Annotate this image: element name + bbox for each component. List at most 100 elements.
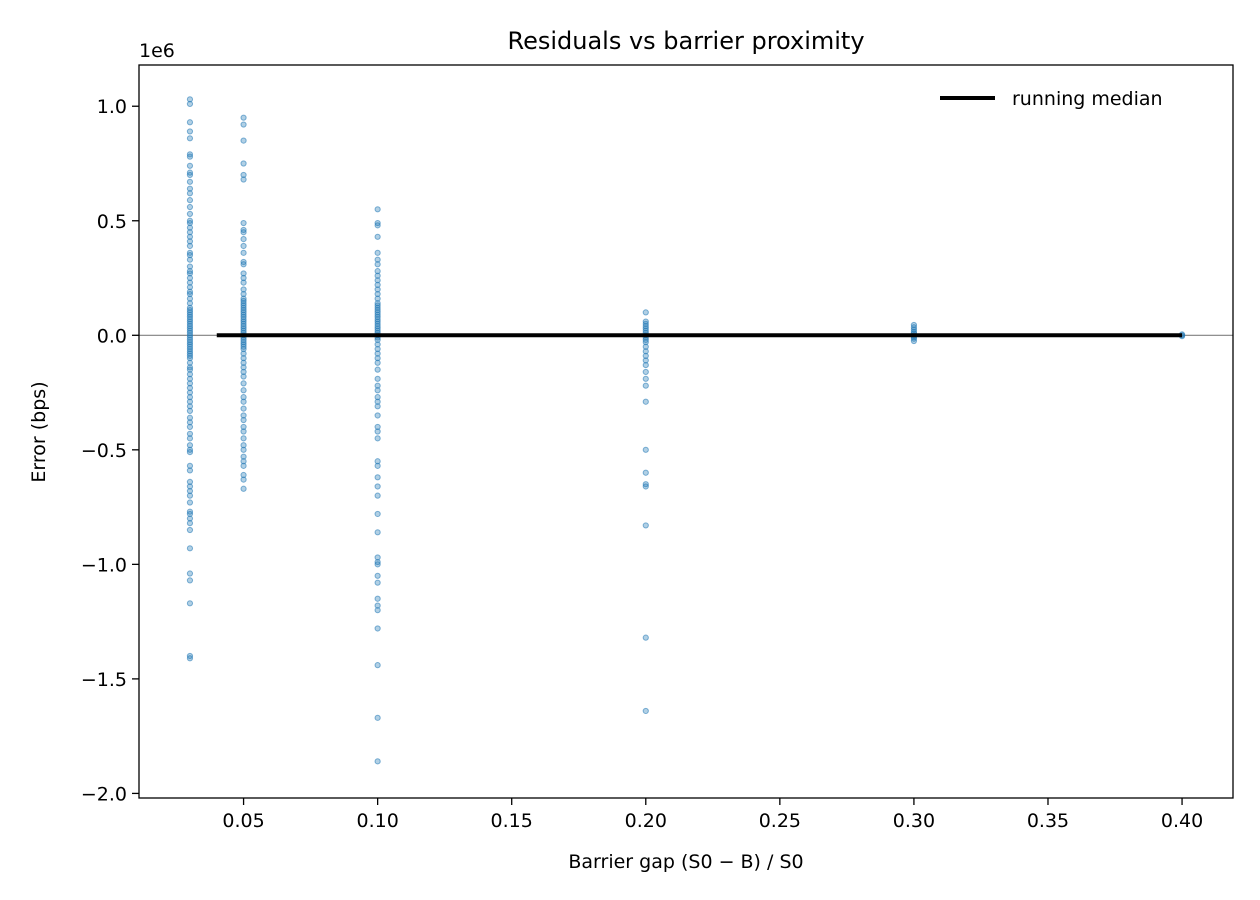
scatter-point: [642, 375, 649, 382]
scatter-point: [186, 153, 194, 160]
scatter-point: [186, 499, 194, 506]
scatter-point: [374, 398, 381, 405]
scatter-point: [186, 295, 194, 302]
y-tick-label: 0.5: [97, 211, 127, 233]
x-tick-label: 0.15: [491, 810, 533, 832]
scatter-point: [374, 714, 381, 721]
scatter-point: [186, 135, 194, 142]
x-tick-label: 0.35: [1027, 810, 1069, 832]
scatter-point: [186, 520, 194, 527]
scatter-point: [240, 235, 247, 243]
scatter-point: [240, 446, 247, 453]
scatter-point: [186, 430, 194, 437]
scatter-point: [240, 442, 247, 449]
scatter-point: [186, 403, 194, 410]
scatter-point: [642, 522, 649, 529]
scatter-point: [374, 572, 381, 579]
scatter-point: [374, 458, 381, 465]
scatter-point: [374, 345, 381, 353]
scatter-point: [186, 263, 194, 270]
scatter-point: [186, 203, 194, 211]
scatter-point: [642, 309, 649, 316]
scatter-point: [374, 412, 381, 419]
scatter-point: [186, 219, 194, 227]
scatter-point: [186, 270, 194, 277]
scatter-point: [186, 210, 194, 217]
scatter-point: [186, 423, 194, 431]
y-tick-label: −2.0: [81, 783, 127, 805]
scatter-point: [374, 366, 381, 373]
scatter-point: [186, 389, 194, 396]
scatter-point: [186, 394, 194, 401]
scatter-point: [186, 359, 194, 366]
scatter-point: [374, 350, 381, 357]
scatter-point: [240, 270, 247, 277]
scatter-point: [240, 387, 247, 394]
scatter-point: [374, 554, 381, 561]
scatter-point: [186, 526, 194, 534]
scatter-point: [374, 607, 381, 614]
scatter-point: [642, 483, 649, 490]
scatter-point: [374, 277, 381, 284]
scatter-point: [642, 634, 649, 641]
scatter-point: [186, 600, 194, 607]
scatter-point: [374, 272, 381, 279]
scatter-point: [374, 222, 381, 229]
plot-area: [139, 96, 1233, 765]
legend: running median: [940, 88, 1163, 110]
y-tick-label: −1.5: [81, 669, 127, 691]
scatter-point: [186, 185, 194, 192]
chart-title: Residuals vs barrier proximity: [507, 27, 864, 55]
scatter-point: [186, 478, 194, 485]
scatter-point: [240, 121, 247, 128]
scatter-point: [240, 279, 247, 286]
scatter-point: [186, 371, 194, 378]
scatter-point: [186, 515, 194, 522]
scatter-point: [240, 398, 247, 405]
scatter-point: [186, 128, 194, 135]
scatter-point: [186, 492, 194, 499]
scatter-point: [186, 545, 194, 552]
scatter-point: [186, 233, 194, 240]
scatter-point: [186, 483, 194, 490]
x-tick-label: 0.40: [1161, 810, 1203, 832]
scatter-point: [374, 359, 381, 366]
scatter-point: [374, 249, 381, 256]
scatter-point: [240, 428, 247, 435]
scatter-point: [374, 435, 381, 442]
scatter-point: [240, 476, 247, 483]
scatter-point: [240, 458, 247, 465]
scatter-point: [642, 398, 649, 405]
scatter-point: [186, 162, 194, 169]
x-tick-label: 0.20: [625, 810, 667, 832]
scatter-point: [374, 625, 381, 632]
scatter-point: [374, 382, 381, 389]
scatter-point: [374, 492, 381, 499]
scatter-point: [186, 449, 194, 456]
scatter-point: [240, 171, 247, 179]
scatter-point: [186, 355, 194, 362]
scatter-point: [240, 355, 247, 362]
scatter-point: [240, 359, 247, 366]
plot-frame: [138, 64, 1234, 799]
x-axis-label: Barrier gap (S0 − B) / S0: [568, 851, 803, 873]
scatter-point: [910, 337, 918, 345]
scatter-point: [186, 190, 194, 197]
scatter-point: [374, 290, 381, 298]
scatter-point: [186, 419, 194, 426]
scatter-point: [374, 403, 381, 410]
scatter-point: [240, 345, 247, 353]
scatter-point: [642, 343, 649, 350]
scatter-point: [186, 242, 194, 250]
scatter-point: [642, 357, 649, 364]
scatter-point: [186, 380, 194, 387]
scatter-point: [374, 483, 381, 490]
scatter-point: [186, 435, 194, 442]
scatter-point: [240, 364, 247, 371]
y-tick-label: 1.0: [97, 96, 127, 118]
y-offset-label: 1e6: [139, 40, 175, 62]
scatter-point: [186, 570, 194, 577]
scatter-point: [186, 256, 194, 263]
scatter-point: [374, 281, 381, 288]
